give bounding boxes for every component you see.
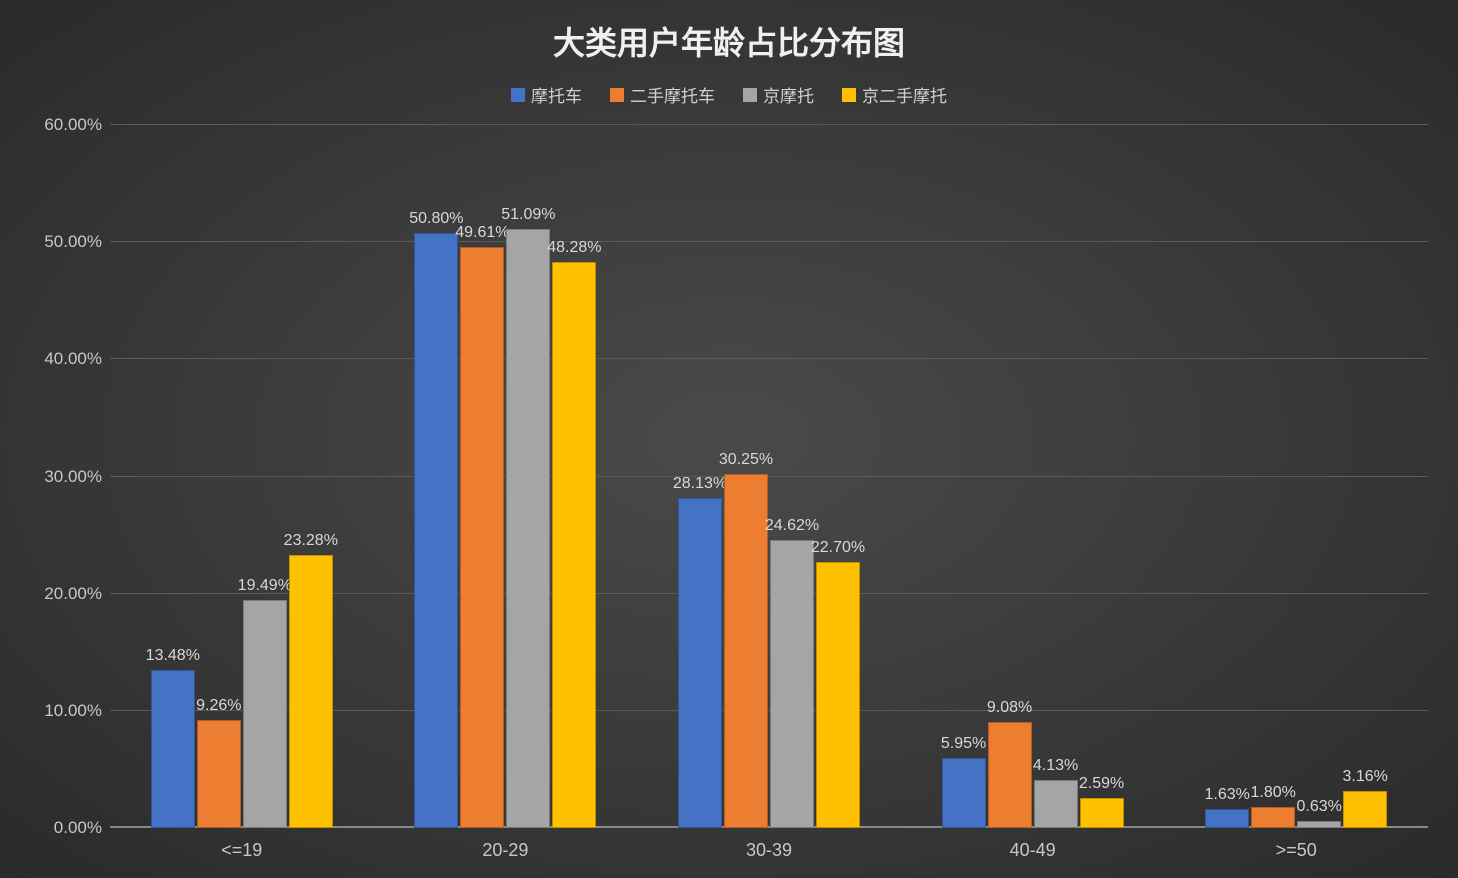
bar-group: 1.63%1.80%0.63%3.16% (1205, 125, 1387, 828)
bar-value-label: 49.61% (455, 224, 509, 242)
y-tick-label: 40.00% (44, 349, 102, 369)
bar-value-label: 9.08% (987, 699, 1032, 717)
bar: 9.08% (988, 722, 1032, 828)
bar: 2.59% (1080, 798, 1124, 828)
x-tick-label: >=50 (1276, 840, 1317, 861)
x-tick-label: 40-49 (1010, 840, 1056, 861)
bar: 51.09% (506, 229, 550, 828)
legend-swatch-1 (610, 88, 624, 102)
bar: 30.25% (724, 474, 768, 828)
y-tick-label: 30.00% (44, 467, 102, 487)
bar: 23.28% (289, 555, 333, 828)
legend-label-0: 摩托车 (531, 82, 582, 107)
bar: 50.80% (414, 233, 458, 828)
bar-value-label: 4.13% (1033, 757, 1078, 775)
legend-item-3: 京二手摩托 (842, 82, 947, 107)
legend-label-1: 二手摩托车 (630, 82, 715, 107)
legend-swatch-2 (743, 88, 757, 102)
bar: 1.63% (1205, 809, 1249, 828)
bar-value-label: 3.16% (1343, 768, 1388, 786)
bar-value-label: 0.63% (1297, 798, 1342, 816)
bar-value-label: 23.28% (284, 532, 338, 550)
legend-item-0: 摩托车 (511, 82, 582, 107)
bar: 5.95% (942, 758, 986, 828)
legend-label-2: 京摩托 (763, 82, 814, 107)
bar: 4.13% (1034, 780, 1078, 828)
legend-swatch-3 (842, 88, 856, 102)
y-tick-label: 60.00% (44, 115, 102, 135)
legend: 摩托车 二手摩托车 京摩托 京二手摩托 (0, 72, 1458, 125)
legend-swatch-0 (511, 88, 525, 102)
y-tick-label: 20.00% (44, 584, 102, 604)
bar: 24.62% (770, 540, 814, 828)
bar-value-label: 1.80% (1251, 784, 1296, 802)
bar: 1.80% (1251, 807, 1295, 828)
bar-value-label: 48.28% (547, 239, 601, 257)
bar: 28.13% (678, 498, 722, 828)
y-tick-label: 50.00% (44, 232, 102, 252)
bar: 22.70% (816, 562, 860, 828)
y-tick-label: 0.00% (54, 818, 102, 838)
x-tick-label: 20-29 (482, 840, 528, 861)
bar-group: 5.95%9.08%4.13%2.59% (942, 125, 1124, 828)
bar-value-label: 30.25% (719, 451, 773, 469)
bar-value-label: 13.48% (146, 647, 200, 665)
bar-value-label: 51.09% (501, 206, 555, 224)
bar-value-label: 28.13% (673, 475, 727, 493)
bar-group: 13.48%9.26%19.49%23.28% (151, 125, 333, 828)
legend-item-1: 二手摩托车 (610, 82, 715, 107)
bar-group: 50.80%49.61%51.09%48.28% (414, 125, 596, 828)
bar-value-label: 5.95% (941, 735, 986, 753)
bar-value-label: 19.49% (238, 577, 292, 595)
legend-label-3: 京二手摩托 (862, 82, 947, 107)
bar: 48.28% (552, 262, 596, 828)
chart-container: 大类用户年龄占比分布图 摩托车 二手摩托车 京摩托 京二手摩托 0.00% 10.… (0, 0, 1458, 878)
chart-title: 大类用户年龄占比分布图 (0, 0, 1458, 72)
bar: 9.26% (197, 720, 241, 828)
bar: 0.63% (1297, 821, 1341, 828)
bar: 49.61% (460, 247, 504, 828)
bars-region: 13.48%9.26%19.49%23.28%50.80%49.61%51.09… (110, 125, 1428, 828)
x-axis: <=19 20-29 30-39 40-49 >=50 (110, 828, 1428, 878)
bar-value-label: 2.59% (1079, 775, 1124, 793)
x-tick-label: 30-39 (746, 840, 792, 861)
bar-group: 28.13%30.25%24.62%22.70% (678, 125, 860, 828)
bar-value-label: 22.70% (811, 539, 865, 557)
bar: 13.48% (151, 670, 195, 828)
bar-value-label: 1.63% (1205, 786, 1250, 804)
y-axis: 0.00%10.00%20.00%30.00%40.00%50.00%60.00… (20, 125, 110, 828)
bar: 19.49% (243, 600, 287, 828)
bar: 3.16% (1343, 791, 1387, 828)
legend-item-2: 京摩托 (743, 82, 814, 107)
y-tick-label: 10.00% (44, 701, 102, 721)
plot-area: 0.00%10.00%20.00%30.00%40.00%50.00%60.00… (20, 125, 1438, 878)
bar-value-label: 9.26% (196, 697, 241, 715)
x-tick-label: <=19 (221, 840, 262, 861)
bar-value-label: 24.62% (765, 517, 819, 535)
